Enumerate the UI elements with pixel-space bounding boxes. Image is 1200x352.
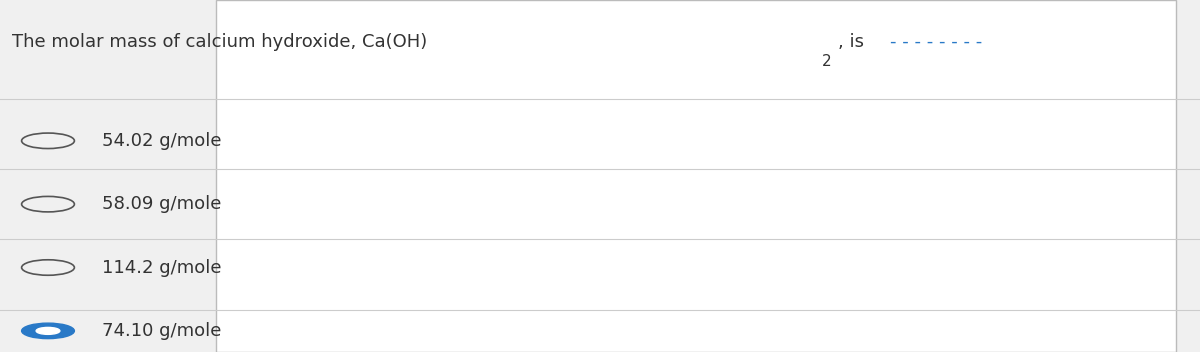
Text: 2: 2 bbox=[822, 54, 832, 69]
Circle shape bbox=[36, 327, 60, 334]
Text: 58.09 g/mole: 58.09 g/mole bbox=[102, 195, 221, 213]
Text: 54.02 g/mole: 54.02 g/mole bbox=[102, 132, 222, 150]
Circle shape bbox=[22, 323, 74, 339]
Text: 74.10 g/mole: 74.10 g/mole bbox=[102, 322, 221, 340]
Text: The molar mass of calcium hydroxide, Ca(OH): The molar mass of calcium hydroxide, Ca(… bbox=[12, 33, 427, 51]
Text: 114.2 g/mole: 114.2 g/mole bbox=[102, 258, 222, 277]
Text: , is: , is bbox=[838, 33, 864, 51]
Text: - - - - - - - -: - - - - - - - - bbox=[890, 33, 983, 51]
